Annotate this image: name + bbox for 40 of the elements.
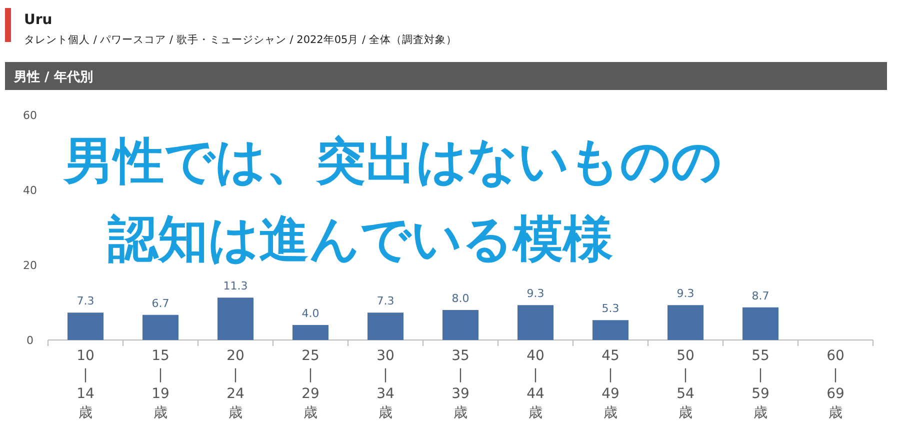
data-label: 7.3 (76, 294, 94, 308)
x-tick-label: 40 | 44 歳 (526, 348, 544, 421)
x-tick-label: 60 | 69 歳 (826, 348, 844, 421)
x-tick-label: 55 | 59 歳 (752, 348, 770, 421)
bar (668, 305, 704, 340)
x-tick-label: 25 | 29 歳 (302, 348, 320, 421)
y-tick-label: 0 (26, 334, 34, 347)
y-tick-label: 40 (23, 184, 37, 197)
chart-subtitle: タレント個人 / パワースコア / 歌手・ミュージシャン / 2022年05月 / 全体（調査対象） (24, 33, 457, 46)
data-label: 8.0 (452, 292, 470, 305)
x-tick-label: 45 | 49 歳 (602, 348, 620, 421)
x-tick-label: 10 | 14 歳 (76, 348, 94, 421)
bar (68, 312, 104, 340)
bar (142, 314, 178, 340)
bar (742, 307, 778, 340)
data-label: 9.3 (526, 287, 544, 300)
x-tick-label: 15 | 19 歳 (152, 348, 170, 421)
y-tick-label: 20 (23, 259, 37, 272)
bar (368, 312, 404, 340)
x-tick-label: 35 | 39 歳 (452, 348, 470, 421)
annotation: 男性では、突出はないものの (62, 132, 722, 190)
x-tick-label: 50 | 54 歳 (676, 348, 694, 421)
y-tick-label: 60 (23, 109, 37, 122)
annotation: 認知は進んでいる模様 (107, 210, 613, 268)
bar (592, 320, 628, 340)
text: 男性 / 年代別 (13, 70, 93, 85)
data-label: 11.3 (223, 280, 248, 293)
x-tick-label: 20 | 24 歳 (226, 348, 244, 421)
data-label: 4.0 (302, 307, 320, 320)
bar (218, 298, 254, 340)
data-label: 8.7 (752, 289, 770, 302)
data-label: 9.3 (676, 287, 694, 300)
bar (292, 325, 328, 340)
chart-title: Uru (24, 12, 52, 28)
bar (442, 310, 478, 340)
data-label: 5.3 (602, 302, 620, 316)
data-label: 6.7 (152, 296, 170, 310)
x-tick-label: 30 | 34 歳 (376, 348, 394, 421)
data-label: 7.3 (376, 294, 394, 308)
bar (518, 305, 554, 340)
